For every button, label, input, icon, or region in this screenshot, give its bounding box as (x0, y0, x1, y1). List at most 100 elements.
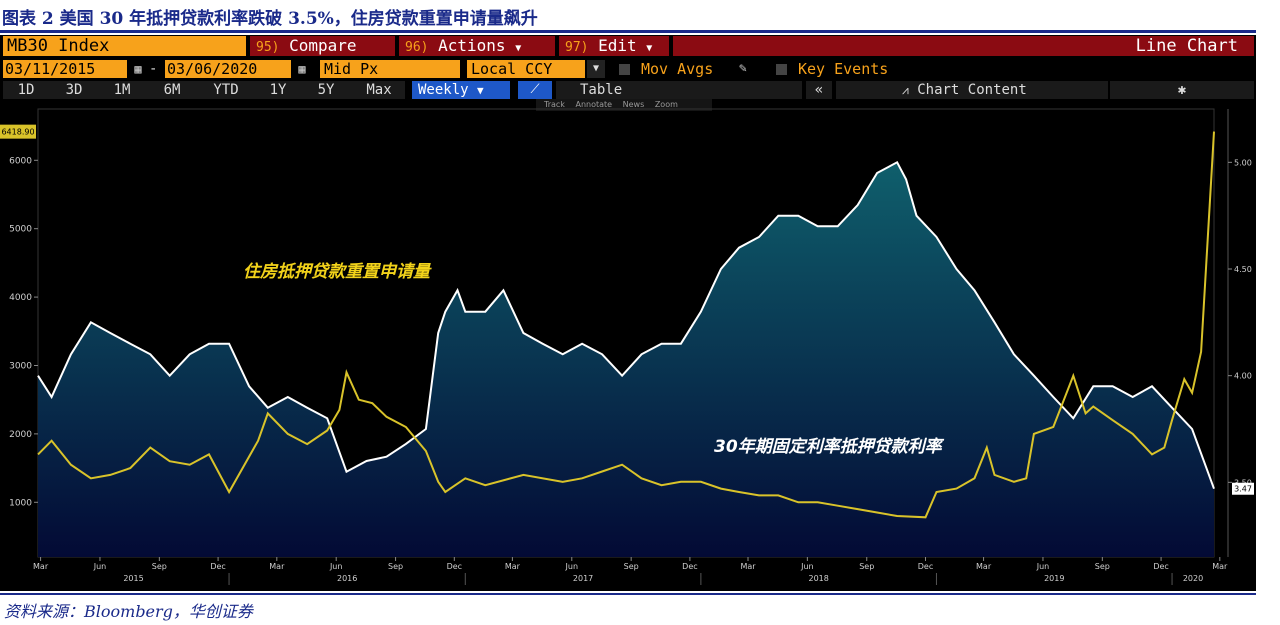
range-max-button[interactable]: Max (366, 82, 392, 98)
x-month-label: Jun (1036, 562, 1050, 571)
left-tick-label: 4000 (9, 293, 32, 303)
left-tick-label: 3000 (9, 361, 32, 371)
x-month-label: Sep (1095, 562, 1110, 571)
x-year-label: 2018 (808, 574, 828, 583)
start-calendar-icon[interactable]: ▦ (134, 62, 142, 76)
end-date-field[interactable]: 03/06/2020 (165, 60, 291, 78)
end-calendar-icon[interactable]: ▦ (298, 62, 306, 76)
range-3d-button[interactable]: 3D (65, 82, 83, 98)
x-month-label: Dec (918, 562, 933, 571)
left-tick-label: 6000 (9, 156, 32, 166)
x-month-label: Jun (800, 562, 814, 571)
line-chart-icon[interactable]: ⟋ (518, 81, 552, 99)
chart-content-icon: ⩘ (902, 83, 909, 97)
x-year-label: 2019 (1044, 574, 1064, 583)
rate-series-label: 30年期固定利率抵押贷款利率 (714, 437, 945, 457)
tool-zoom[interactable]: Zoom (654, 100, 678, 109)
x-month-label: Dec (210, 562, 225, 571)
right-tick-label: 4.00 (1234, 372, 1252, 381)
x-month-label: Mar (269, 562, 285, 571)
range-1y-button[interactable]: 1Y (269, 82, 287, 98)
x-month-label: Sep (388, 562, 403, 571)
currency-field[interactable]: Local CCY (467, 60, 585, 78)
toolbar-row-3: 1D 3D 1M 6M YTD 1Y 5Y Max Weekly ▼ ⟋ Tab… (0, 81, 1256, 99)
key-events-label: Key Events (798, 60, 889, 78)
edit-number: 97) (565, 40, 589, 55)
edit-button[interactable]: 97) Edit ▼ (559, 36, 669, 56)
right-axis: 3.504.004.505.003.47 (1227, 109, 1254, 557)
right-tick-label: 5.00 (1234, 158, 1252, 167)
left-tick-label: 1000 (9, 498, 32, 508)
range-1m-button[interactable]: 1M (113, 82, 131, 98)
price-type-field[interactable]: Mid Px (320, 60, 460, 78)
mov-avgs-checkbox[interactable] (619, 64, 630, 75)
x-month-label: Mar (33, 562, 49, 571)
x-year-label: 2017 (573, 574, 593, 583)
title-rule (0, 30, 1256, 33)
x-month-label: Jun (93, 562, 107, 571)
frequency-label: Weekly (418, 82, 469, 98)
key-events-checkbox[interactable] (776, 64, 787, 75)
left-last-value-badge (0, 124, 36, 139)
tool-track[interactable]: Track (544, 100, 565, 109)
x-month-label: Mar (740, 562, 756, 571)
chart-content-label: Chart Content (917, 82, 1027, 98)
compare-label: Compare (289, 36, 357, 55)
ticker-field[interactable]: MB30 Index (3, 36, 246, 56)
footer-rule (0, 593, 1256, 595)
collapse-chevrons-icon[interactable]: « (806, 81, 832, 99)
x-year-label: 2015 (123, 574, 143, 583)
edit-caret-icon: ▼ (646, 43, 653, 54)
x-month-label: Jun (565, 562, 579, 571)
toolbar-row-1: MB30 Index 95) Compare 96) Actions ▼ 97)… (0, 35, 1256, 57)
right-last-value-badge (1232, 482, 1254, 495)
left-tick-label: 2000 (9, 430, 32, 440)
range-5y-button[interactable]: 5Y (317, 82, 335, 98)
x-month-label: Dec (447, 562, 462, 571)
x-month-label: Sep (859, 562, 874, 571)
frequency-dropdown[interactable]: Weekly ▼ (412, 81, 510, 99)
x-year-label: 2016 (337, 574, 357, 583)
date-separator: - (149, 61, 158, 77)
applications-series-label: 住房抵押贷款重置申请量 (243, 262, 432, 282)
figure-title: 图表 2 美国 30 年抵押贷款利率跌破 3.5%，住房贷款重置申请量飙升 (2, 9, 538, 29)
left-axis: 1000 2000 3000 4000 5000 6000 6418.90 (0, 124, 38, 508)
toolbar-row-2: 03/11/2015 ▦ - 03/06/2020 ▦ Mid Px Local… (0, 59, 1256, 79)
settings-gear-icon[interactable]: ✱ (1110, 81, 1254, 99)
bloomberg-terminal: MB30 Index 95) Compare 96) Actions ▼ 97)… (0, 35, 1256, 591)
actions-number: 96) (405, 40, 429, 55)
chart-type-title: Line Chart (673, 36, 1254, 56)
range-1d-button[interactable]: 1D (17, 82, 35, 98)
table-button[interactable]: Table (556, 81, 802, 99)
applications-series-line (37, 131, 1215, 519)
tool-annotate[interactable]: Annotate (575, 100, 613, 109)
pencil-icon[interactable]: ✎ (739, 61, 747, 76)
x-month-label: Sep (152, 562, 167, 571)
rate-series-line (37, 160, 1215, 490)
mov-avgs-label: Mov Avgs (641, 60, 714, 78)
frequency-caret-icon: ▼ (477, 84, 484, 97)
chart-tools-strip: Track Annotate News Zoom (536, 99, 712, 111)
x-month-label: Mar (976, 562, 992, 571)
right-tick-label: 4.50 (1234, 265, 1252, 274)
left-tick-label: 5000 (9, 225, 32, 235)
x-month-label: Dec (682, 562, 697, 571)
compare-button[interactable]: 95) Compare (250, 36, 395, 56)
left-last-value-label: 6418.90 (1, 128, 34, 137)
start-date-field[interactable]: 03/11/2015 (3, 60, 127, 78)
source-note: 资料来源：Bloomberg，华创证券 (4, 602, 253, 621)
currency-dropdown-icon[interactable]: ▼ (587, 60, 605, 78)
actions-button[interactable]: 96) Actions ▼ (399, 36, 555, 56)
range-6m-button[interactable]: 6M (163, 82, 181, 98)
x-month-label: Mar (1212, 562, 1228, 571)
compare-number: 95) (256, 40, 280, 55)
edit-label: Edit (598, 36, 637, 55)
range-button-group (3, 81, 405, 99)
chart-content-button[interactable]: ⩘ Chart Content (836, 81, 1108, 99)
range-ytd-button[interactable]: YTD (213, 82, 239, 98)
x-month-label: Mar (505, 562, 521, 571)
right-last-value-label: 3.47 (1234, 485, 1252, 494)
tool-news[interactable]: News (622, 100, 645, 109)
rate-area-fill (38, 162, 1214, 558)
